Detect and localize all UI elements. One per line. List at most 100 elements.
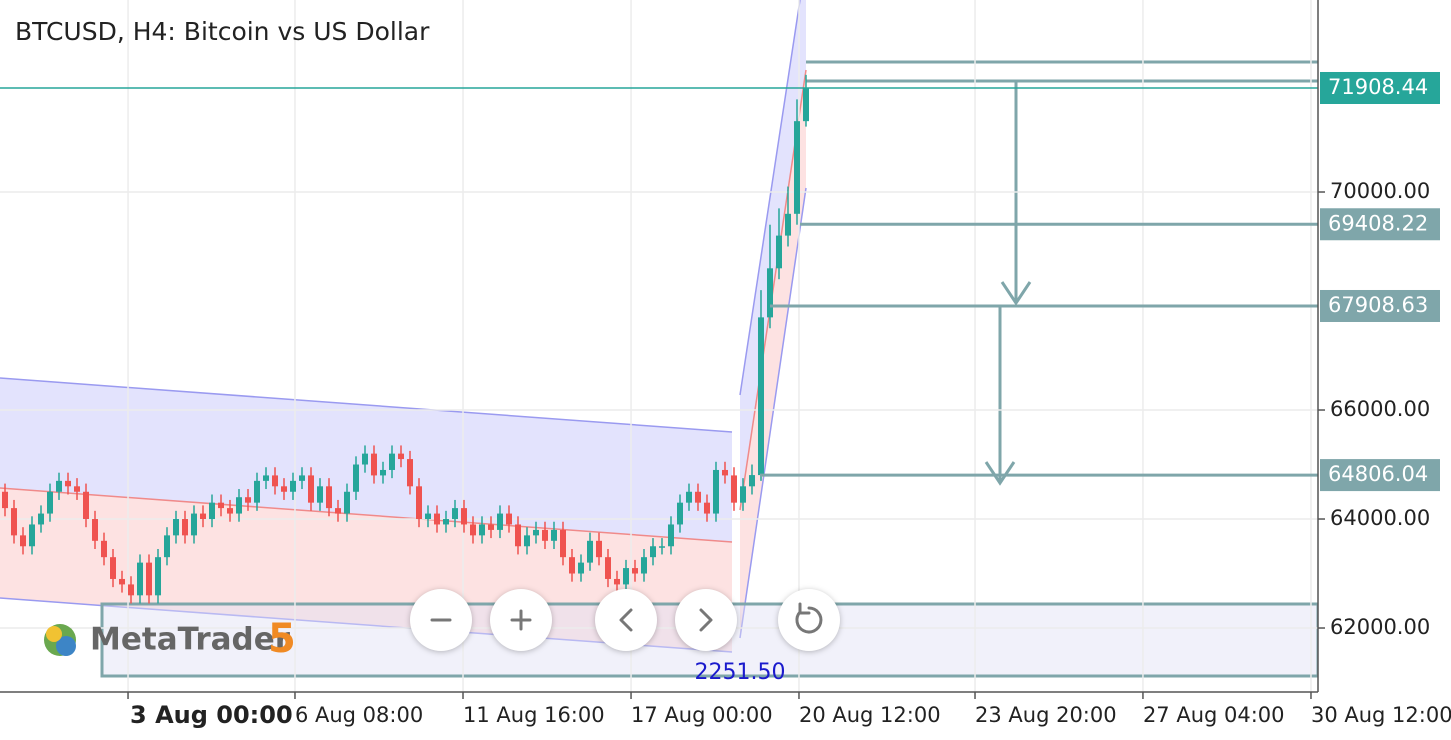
- x-tick-label: 20 Aug 12:00: [799, 703, 941, 727]
- axes: 62000.00 64000.00 66000.00 70000.00 3 Aug 00…: [127, 179, 1451, 729]
- candle-body: [362, 453, 369, 465]
- marks: [0, 74, 1318, 604]
- scroll-right-button[interactable]: [675, 589, 737, 651]
- candle-body: [784, 213, 791, 236]
- icon: [619, 608, 633, 632]
- candle-body: [335, 508, 342, 514]
- reset-button[interactable]: [778, 589, 840, 651]
- button-bg[interactable]: [595, 589, 657, 651]
- candle-body: [218, 502, 225, 509]
- chart-title: BTCUSD, H4: Bitcoin vs US Dollar: [15, 17, 430, 46]
- price-label-bg: [1320, 71, 1440, 104]
- candle-body: [487, 524, 494, 530]
- x-tick-label: 3 Aug 00:00: [130, 701, 293, 729]
- zoom-in-button[interactable]: [490, 589, 552, 651]
- nav-buttons: [410, 589, 840, 651]
- x-tick-label: 23 Aug 20:00: [975, 703, 1117, 727]
- candle-body: [730, 475, 737, 503]
- zoom-out-button[interactable]: [410, 589, 472, 651]
- candle-body: [649, 546, 656, 558]
- y-tick-label: 66000.00: [1330, 397, 1430, 421]
- candle-body: [263, 475, 270, 481]
- candle-body: [505, 513, 512, 525]
- candle-body: [613, 578, 620, 585]
- candle-body: [586, 540, 593, 563]
- candle-body: [568, 557, 575, 574]
- candle-body: [200, 513, 207, 520]
- price-label: 71908.44: [1328, 75, 1428, 99]
- candle-body: [676, 502, 683, 525]
- icon: [795, 602, 823, 634]
- candle-body: [182, 519, 189, 536]
- channel-line: [739, 0, 801, 396]
- candle-body: [406, 459, 413, 487]
- candle-body: [209, 502, 216, 520]
- logo: MetaTrader 5: [44, 616, 296, 662]
- candle-body: [65, 480, 72, 487]
- candle-body: [128, 584, 135, 596]
- candle-body: [577, 562, 584, 574]
- candle-body: [775, 235, 782, 269]
- candle-body: [595, 540, 602, 558]
- candle-body: [442, 519, 449, 525]
- candle-body: [379, 469, 386, 476]
- candle-body: [254, 480, 261, 503]
- candle-body: [11, 508, 18, 536]
- background-layer: [0, 0, 1320, 678]
- candle-body: [451, 508, 458, 520]
- time-axis-bg: [0, 692, 1451, 740]
- candle-body: [83, 491, 90, 520]
- candle-body: [173, 519, 180, 536]
- candle-body: [20, 535, 27, 547]
- logo-version: 5: [268, 616, 296, 662]
- x-tick-label: 27 Aug 04:00: [1143, 703, 1285, 727]
- candle-body: [712, 469, 719, 514]
- candle-body: [29, 524, 36, 547]
- x-tick-label: 11 Aug 16:00: [463, 703, 605, 727]
- candle-body: [424, 513, 431, 520]
- arrow: [984, 307, 1016, 486]
- candle-body: [622, 568, 629, 585]
- candle-body: [299, 475, 306, 481]
- candle-body: [110, 557, 117, 579]
- x-tick-label: 6 Aug 08:00: [295, 703, 423, 727]
- candle-body: [721, 469, 728, 476]
- candle-body: [164, 535, 171, 558]
- candle-body: [308, 475, 315, 503]
- logo-icon: [56, 636, 76, 656]
- candle-body: [74, 486, 81, 492]
- candle-body: [236, 497, 243, 514]
- candle-body: [397, 453, 404, 460]
- candle-body: [433, 513, 440, 525]
- candle-body: [388, 453, 395, 470]
- candle-body: [92, 519, 99, 541]
- candle-body: [514, 524, 521, 547]
- candle-body: [766, 268, 773, 318]
- candle-body: [227, 508, 234, 514]
- candle-body: [290, 480, 297, 492]
- candle-body: [559, 529, 566, 558]
- channel-line: [0, 377, 733, 433]
- price-axis-bg: [1318, 0, 1451, 740]
- logo-icon: [46, 626, 62, 642]
- y-tick-label: 64000.00: [1330, 506, 1430, 530]
- price-label-bg: [1320, 459, 1440, 492]
- price-label-bg: [1320, 289, 1440, 322]
- candle-body: [56, 480, 63, 492]
- price-label: 67908.63: [1328, 293, 1428, 317]
- price-label-bg: [1320, 208, 1440, 241]
- candle-body: [640, 557, 647, 574]
- channel-mid-line: [0, 487, 733, 543]
- candle-body: [38, 513, 45, 525]
- candle-body: [667, 524, 674, 547]
- scroll-left-button[interactable]: [595, 589, 657, 651]
- candle-body: [631, 568, 638, 574]
- button-bg[interactable]: [778, 589, 840, 651]
- x-tick-label: 30 Aug 12:00: [1311, 703, 1451, 727]
- candle-body: [748, 475, 755, 487]
- icon: [510, 609, 532, 631]
- y-tick-label: 70000.00: [1330, 179, 1430, 203]
- button-bg[interactable]: [675, 589, 737, 651]
- candle-body: [703, 502, 710, 514]
